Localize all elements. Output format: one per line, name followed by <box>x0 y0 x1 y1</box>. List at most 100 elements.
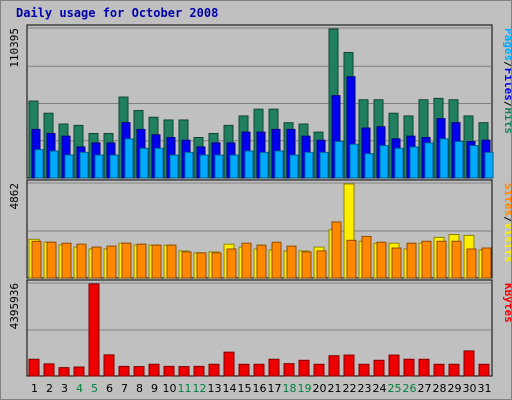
kbytes-bar <box>388 354 400 377</box>
bottom-panel: 4395936 KBytes <box>8 279 512 377</box>
kbytes-bar <box>58 367 70 377</box>
kbytes-bar <box>403 358 415 377</box>
pages-bar <box>64 154 74 179</box>
kbytes-bar <box>358 363 370 377</box>
kbytes-bar <box>418 358 430 377</box>
x-tick-label: 16 <box>253 382 267 395</box>
sites-bar <box>421 240 432 279</box>
pages-bar <box>34 149 44 179</box>
sites-bar <box>451 240 462 279</box>
middle-legend: Sites/Visits <box>502 183 512 263</box>
x-tick-label: 19 <box>298 382 312 395</box>
x-tick-label: 14 <box>223 382 237 395</box>
kbytes-bar <box>313 363 325 377</box>
legend-entry: Visits <box>502 223 512 263</box>
pages-bar <box>409 146 419 179</box>
x-tick-label: 11 <box>178 382 192 395</box>
legend-entry: / <box>502 61 512 68</box>
x-tick-label: 17 <box>268 382 282 395</box>
pages-bar <box>454 141 464 179</box>
chart-title: Daily usage for October 2008 <box>16 6 218 20</box>
sites-bar <box>406 242 417 279</box>
kbytes-bar <box>193 365 205 377</box>
pages-bar <box>394 147 404 179</box>
sites-bar <box>301 251 312 279</box>
pages-bar <box>214 154 224 179</box>
kbytes-bar <box>208 363 220 377</box>
kbytes-bar <box>328 355 340 377</box>
x-tick-label: 15 <box>238 382 252 395</box>
x-tick-label: 6 <box>106 382 113 395</box>
bottom-y-max-label: 4395936 <box>8 283 21 329</box>
legend-entry: Pages <box>502 28 512 61</box>
x-tick-label: 30 <box>463 382 477 395</box>
middle-y-max-label: 4862 <box>8 183 21 210</box>
x-tick-label: 22 <box>343 382 357 395</box>
pages-bar <box>424 142 434 179</box>
legend-entry: / <box>502 101 512 108</box>
pages-bar <box>349 143 359 179</box>
x-tick-label: 5 <box>91 382 98 395</box>
top-legend: Pages/Files/Hits <box>502 28 512 134</box>
kbytes-bar <box>223 351 235 377</box>
x-tick-label: 2 <box>46 382 53 395</box>
pages-bar <box>109 154 119 179</box>
pages-bar <box>169 154 179 179</box>
kbytes-bar <box>298 359 310 377</box>
pages-bar <box>184 151 194 179</box>
sites-bar <box>76 243 87 279</box>
x-tick-label: 12 <box>193 382 207 395</box>
sites-bar <box>61 242 72 279</box>
sites-bar <box>271 241 282 279</box>
sites-bar <box>196 252 207 279</box>
pages-bar <box>49 150 59 179</box>
pages-bar <box>139 147 149 179</box>
x-tick-label: 10 <box>163 382 177 395</box>
legend-entry: KBytes <box>502 283 512 323</box>
x-tick-label: 4 <box>76 382 83 395</box>
pages-bar <box>79 151 89 179</box>
kbytes-bar <box>343 354 355 377</box>
kbytes-bar <box>103 354 115 377</box>
x-tick-label: 29 <box>448 382 462 395</box>
pages-bar <box>259 151 269 179</box>
sites-bar <box>391 247 402 279</box>
sites-bar <box>121 242 132 279</box>
pages-bar <box>289 154 299 179</box>
pages-bar <box>439 138 449 179</box>
x-tick-label: 28 <box>433 382 447 395</box>
pages-bar <box>379 145 389 179</box>
middle-panel: 4862 Sites/Visits <box>8 179 512 279</box>
x-tick-label: 1 <box>31 382 38 395</box>
kbytes-bar <box>178 366 190 377</box>
kbytes-bar <box>148 363 160 377</box>
kbytes-bar <box>163 365 175 377</box>
pages-bar <box>154 147 164 179</box>
kbytes-bar <box>28 358 40 377</box>
pages-bar <box>364 153 374 179</box>
legend-entry: Files <box>502 68 512 101</box>
kbytes-bar <box>268 358 280 377</box>
x-tick-label: 26 <box>403 382 417 395</box>
x-tick-label: 21 <box>328 382 342 395</box>
sites-bar <box>166 244 177 279</box>
kbytes-bar <box>118 365 130 377</box>
top-y-max-label: 110395 <box>8 28 21 68</box>
pages-bar <box>319 151 329 179</box>
sites-bar <box>346 239 357 279</box>
pages-bar <box>124 138 134 179</box>
sites-bar <box>241 242 252 279</box>
sites-bar <box>226 248 237 279</box>
top-panel: 110395 Pages/Files/Hits <box>8 24 512 179</box>
kbytes-bar <box>448 363 460 377</box>
pages-bar <box>229 154 239 179</box>
x-axis-labels: 1 2 3 4 5 6 7 8 9 10 11 12 13 14 15 16 17 18 19 20 21 22 23 24 2… <box>31 382 492 395</box>
kbytes-bar <box>73 366 85 377</box>
kbytes-bar <box>238 363 250 377</box>
x-tick-label: 24 <box>373 382 387 395</box>
sites-bar <box>316 250 327 279</box>
pages-bar <box>244 150 254 179</box>
sites-bar <box>466 248 477 279</box>
x-tick-label: 25 <box>388 382 402 395</box>
